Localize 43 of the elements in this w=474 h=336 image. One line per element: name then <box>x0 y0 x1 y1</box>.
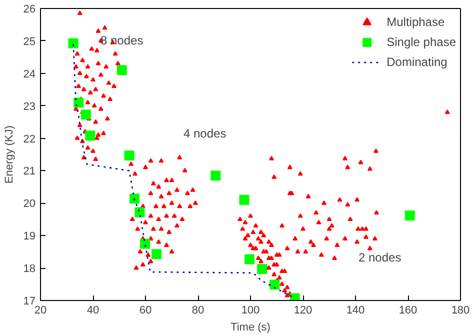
point <box>140 238 150 249</box>
x-tick-label: 180 <box>451 304 470 316</box>
point <box>124 150 134 160</box>
x-tick-label: 140 <box>346 304 365 316</box>
point <box>129 194 140 204</box>
x-tick-label: 20 <box>34 304 47 316</box>
x-axis-title: Time (s) <box>230 322 270 334</box>
y-tick-label: 17 <box>23 296 36 308</box>
y-tick-label: 21 <box>23 166 36 178</box>
point <box>152 249 162 260</box>
point <box>404 210 415 220</box>
point <box>257 264 268 274</box>
point <box>116 65 127 76</box>
y-tick-label: 24 <box>23 68 36 80</box>
legend-label: Single phase <box>386 35 456 49</box>
y-tick-label: 18 <box>23 263 36 276</box>
legend-label: Dominating <box>386 55 448 69</box>
legend-label: Multiphase <box>386 15 445 29</box>
y-tick-label: 20 <box>23 198 36 210</box>
annotation: 8 nodes <box>100 34 144 48</box>
point <box>68 38 78 48</box>
point <box>80 110 91 120</box>
y-tick-label: 23 <box>23 100 36 113</box>
x-tick-label: 160 <box>398 304 418 316</box>
x-tick-label: 100 <box>241 304 260 316</box>
x-tick-label: 120 <box>294 304 312 316</box>
x-tick-label: 60 <box>139 304 152 316</box>
annotation: 4 nodes <box>184 126 226 140</box>
point <box>270 280 280 290</box>
point <box>74 98 84 108</box>
x-tick-label: 40 <box>86 304 100 316</box>
y-axis-title: Energy (KJ) <box>3 125 16 184</box>
point <box>244 254 254 264</box>
x-tick-label: 80 <box>192 304 204 316</box>
point <box>239 194 250 205</box>
y-tick-label: 22 <box>23 133 36 146</box>
y-tick-label: 19 <box>23 230 36 243</box>
point <box>134 207 145 218</box>
annotation: 2 nodes <box>358 250 402 264</box>
y-tick-label: 25 <box>23 36 36 48</box>
point <box>210 170 221 181</box>
y-tick-label: 26 <box>23 4 36 16</box>
point <box>85 130 96 141</box>
